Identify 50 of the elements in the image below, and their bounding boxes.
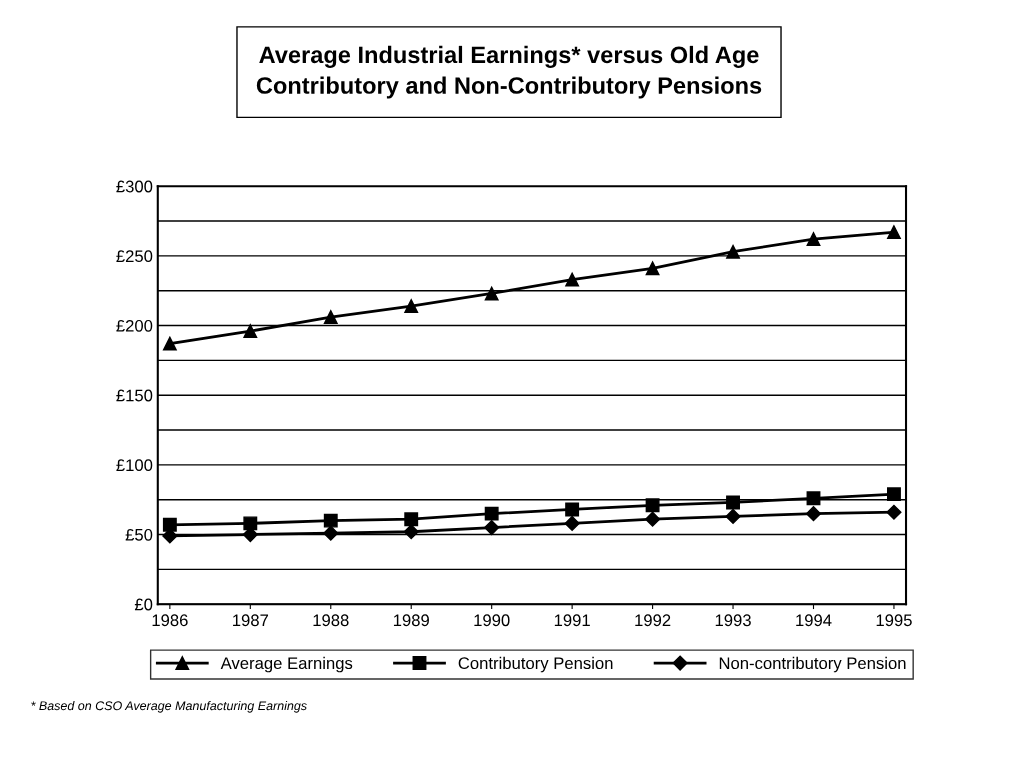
point (565, 272, 580, 287)
point (805, 506, 822, 522)
point (162, 517, 177, 532)
x-tick-label: 1990 (474, 614, 510, 627)
y-tick-label: £100 (116, 459, 153, 472)
point (323, 525, 339, 541)
point (887, 487, 901, 502)
point (886, 504, 902, 520)
point (243, 324, 258, 339)
legend-label: Average Earnings (220, 656, 353, 673)
x-tick-label: 1986 (152, 614, 188, 627)
point (484, 519, 500, 536)
x-tick-label: 1991 (554, 614, 590, 627)
legend-label: Non-contributory Pension (719, 656, 906, 673)
point (484, 506, 499, 521)
point (726, 244, 740, 259)
y-tick-label: £200 (116, 319, 153, 332)
point (645, 261, 660, 276)
point (725, 508, 741, 524)
point (484, 286, 499, 301)
legend-label: Contributory Pension (458, 656, 613, 673)
point (243, 516, 258, 531)
point (645, 498, 660, 513)
point (162, 336, 177, 351)
x-tick-label: 1987 (233, 614, 269, 627)
point (323, 513, 338, 528)
point (403, 524, 419, 540)
y-tick-label: £150 (116, 389, 153, 402)
x-tick-label: 1992 (635, 614, 671, 627)
point (564, 515, 580, 531)
y-tick-label: £0 (134, 598, 153, 611)
x-tick-label: 1993 (715, 614, 751, 627)
x-tick-label: 1995 (876, 614, 912, 627)
point (404, 512, 419, 527)
x-tick-label: 1994 (796, 614, 832, 627)
y-tick-label: £250 (116, 250, 153, 263)
chart-title: Average Industrial Earnings* versus Old Age Contributory and Non-Contributory Pensions (256, 45, 762, 99)
y-tick-label: £50 (125, 528, 153, 541)
point (323, 310, 338, 325)
point (726, 495, 740, 510)
x-tick-label: 1989 (393, 614, 429, 627)
point (404, 299, 419, 313)
point (645, 511, 661, 527)
point (565, 502, 580, 517)
text: * Based on CSO Average Manufacturing Earnings (31, 700, 307, 713)
x-tick-label: 1988 (313, 614, 349, 627)
y-tick-label: £300 (116, 180, 153, 193)
point (806, 232, 821, 247)
point (887, 225, 901, 240)
point (806, 491, 821, 506)
